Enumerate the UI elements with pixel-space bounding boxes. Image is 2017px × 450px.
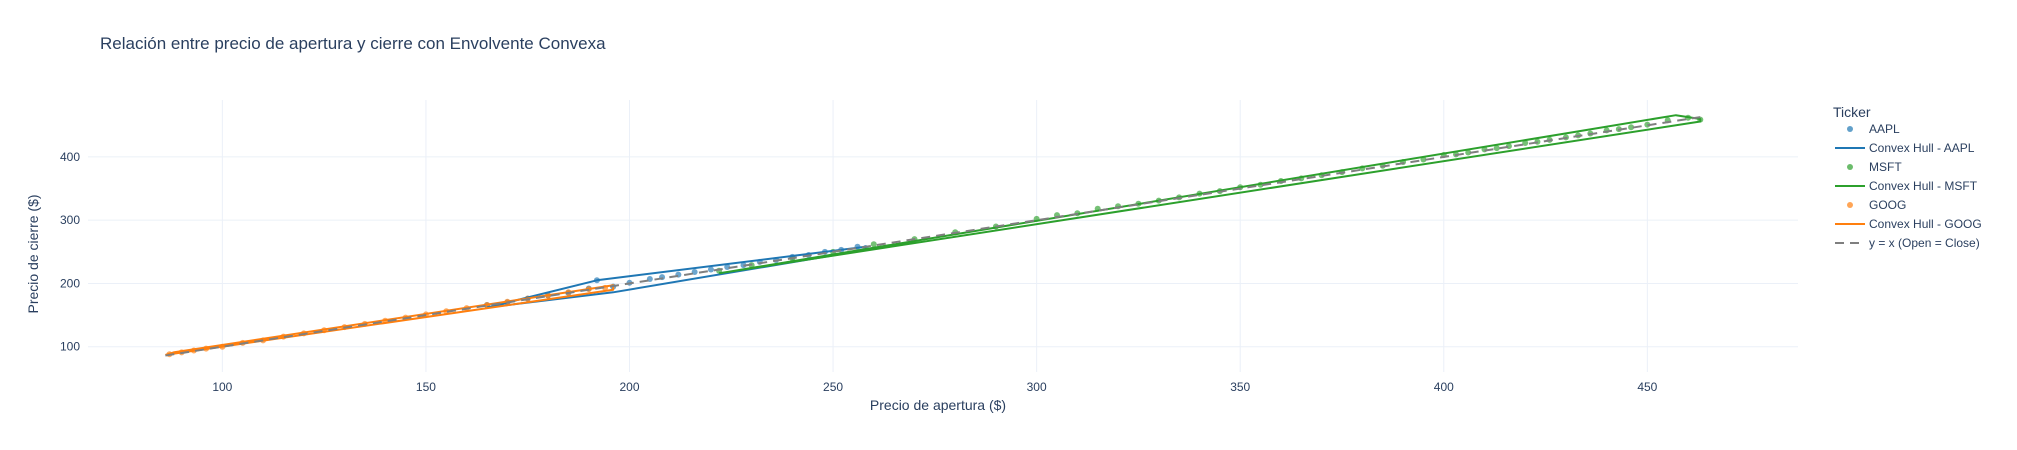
data-point: [1465, 149, 1472, 156]
x-tick-label: 400: [1434, 380, 1454, 394]
legend-item[interactable]: MSFT: [1847, 160, 1902, 174]
x-tick-label: 250: [823, 380, 843, 394]
y-tick-label: 400: [60, 150, 80, 164]
x-tick-label: 350: [1230, 380, 1250, 394]
grid: [88, 100, 1798, 372]
legend-label: Convex Hull - GOOG: [1869, 217, 1982, 231]
data-point: [1628, 124, 1635, 131]
data-point: [691, 269, 698, 276]
y-tick-label: 300: [60, 213, 80, 227]
legend-item[interactable]: y = x (Open = Close): [1835, 236, 1980, 250]
legend-label: Convex Hull - AAPL: [1869, 141, 1975, 155]
legend: Ticker AAPL Convex Hull - AAPL MSFT Convex …: [1833, 104, 1982, 250]
x-tick-labels: 100 150 200 250 300 350 400 450: [212, 380, 1657, 394]
x-tick-label: 200: [619, 380, 639, 394]
legend-label: MSFT: [1869, 160, 1902, 174]
data-point: [707, 266, 714, 273]
legend-item[interactable]: Convex Hull - AAPL: [1835, 141, 1975, 155]
legend-label: y = x (Open = Close): [1869, 236, 1980, 250]
legend-label: GOOG: [1869, 198, 1906, 212]
x-tick-label: 300: [1027, 380, 1047, 394]
y-axis-title: Precio de cierre ($): [25, 194, 41, 313]
convex-hull-msft: [718, 114, 1702, 275]
legend-label: AAPL: [1869, 122, 1900, 136]
reference-line-y-equals-x: [165, 116, 1701, 357]
y-tick-labels: 100 200 300 400: [60, 150, 80, 354]
legend-item[interactable]: Convex Hull - GOOG: [1835, 217, 1982, 231]
x-tick-label: 100: [212, 380, 232, 394]
legend-marker: [1847, 164, 1853, 170]
data-point: [1493, 145, 1500, 152]
x-axis-title: Precio de apertura ($): [870, 397, 1006, 413]
y-tick-label: 200: [60, 276, 80, 290]
x-tick-label: 450: [1637, 380, 1657, 394]
legend-marker: [1847, 126, 1853, 132]
legend-marker: [1847, 202, 1853, 208]
plot-area: [165, 114, 1704, 358]
y-tick-label: 100: [60, 340, 80, 354]
legend-title: Ticker: [1833, 104, 1871, 120]
legend-item[interactable]: GOOG: [1847, 198, 1906, 212]
chart-title: Relación entre precio de apertura y cier…: [100, 34, 606, 53]
data-point: [1644, 121, 1651, 128]
data-point: [870, 241, 877, 248]
legend-label: Convex Hull - MSFT: [1869, 179, 1978, 193]
x-tick-label: 150: [416, 380, 436, 394]
legend-item[interactable]: AAPL: [1847, 122, 1900, 136]
legend-item[interactable]: Convex Hull - MSFT: [1835, 179, 1978, 193]
data-point: [1522, 140, 1529, 147]
